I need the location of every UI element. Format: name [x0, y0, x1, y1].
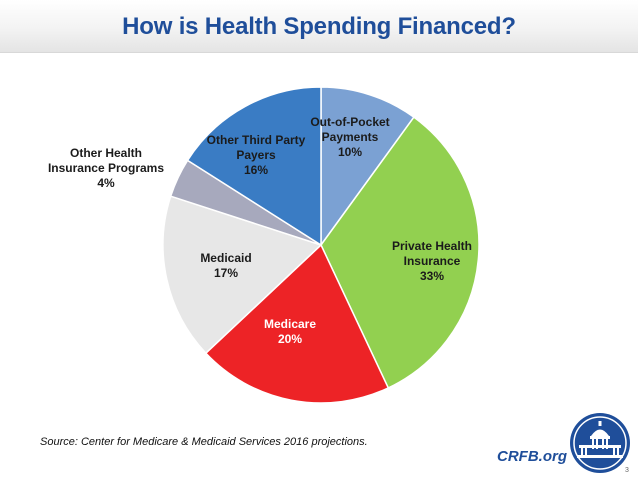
slice-label-medicare: Medicare 20%	[264, 317, 316, 346]
capitol-seal-logo	[570, 413, 630, 473]
pie-slice-other-third-party-payers	[186, 86, 322, 247]
source-note: Source: Center for Medicare & Medicaid S…	[40, 436, 368, 448]
pie-slice-out-of-pocket-payments	[320, 86, 415, 248]
pie-slice-private-health-insurance	[320, 116, 480, 389]
pie-slice-medicare	[204, 243, 390, 404]
title-band	[0, 0, 638, 53]
slice-label-other-health-insurance-programs: Other Health Insurance Programs 4%	[48, 146, 164, 190]
page-title: How is Health Spending Financed?	[122, 13, 516, 40]
page-number: 3	[625, 467, 629, 474]
slice-label-private-health-insurance: Private Health Insurance 33%	[392, 239, 472, 283]
brand-link[interactable]: CRFB.org	[497, 448, 567, 465]
slice-label-medicaid: Medicaid 17%	[200, 251, 251, 280]
slice-label-other-third-party-payers: Other Third Party Payers 16%	[207, 133, 306, 177]
slice-label-out-of-pocket-payments: Out-of-Pocket Payments 10%	[310, 115, 389, 159]
pie-slice-medicaid	[162, 195, 323, 355]
